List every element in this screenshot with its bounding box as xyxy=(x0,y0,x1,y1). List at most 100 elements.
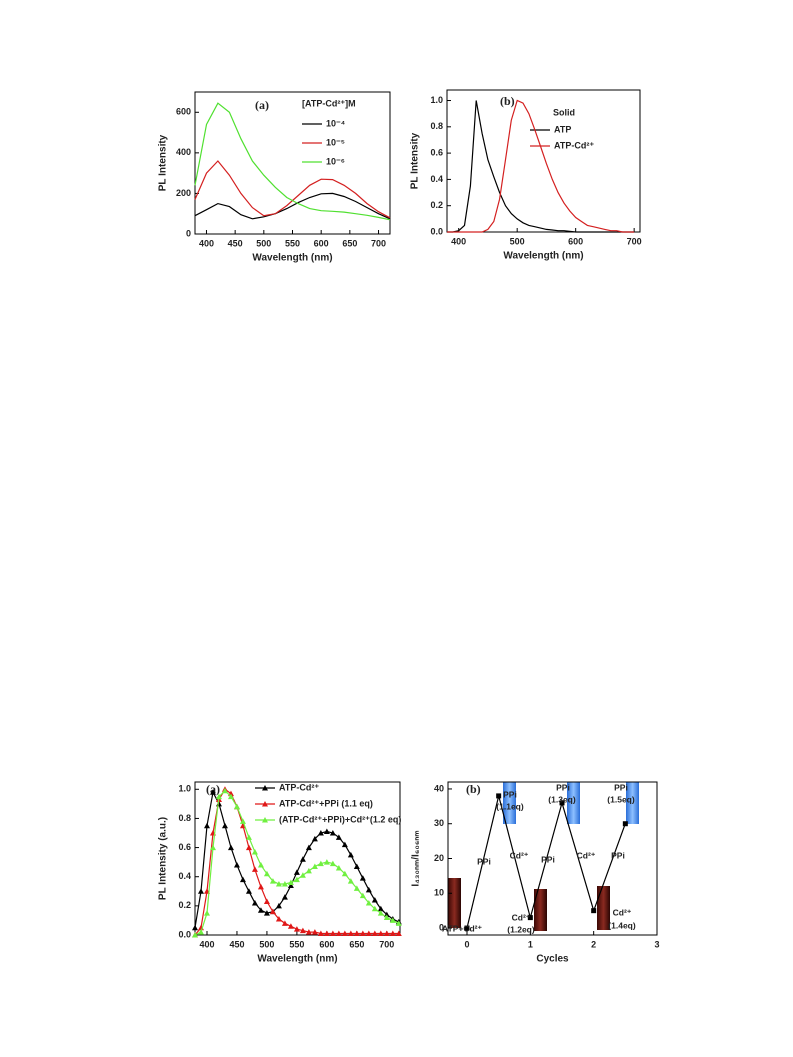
marker xyxy=(269,908,276,915)
y-tick-label: 200 xyxy=(176,188,191,198)
marker xyxy=(559,800,565,806)
y-tick-label: 20 xyxy=(434,853,444,863)
marker xyxy=(299,927,306,934)
y-axis-label: PL Intensity (a.u.) xyxy=(158,817,169,900)
y-axis-label: PL Intensity xyxy=(410,132,421,189)
marker xyxy=(305,844,312,851)
marker xyxy=(347,878,354,884)
marker xyxy=(263,910,270,916)
marker xyxy=(293,869,300,875)
y-tick-label: 0 xyxy=(186,228,191,238)
marker xyxy=(323,828,330,835)
marker xyxy=(371,905,378,912)
marker xyxy=(317,930,324,937)
marker xyxy=(311,863,318,870)
vial xyxy=(534,889,547,931)
x-tick-label: 450 xyxy=(229,939,244,949)
x-tick-label: 600 xyxy=(314,238,329,248)
marker xyxy=(365,899,372,906)
marker xyxy=(347,930,354,937)
marker xyxy=(263,898,270,904)
marker xyxy=(383,914,390,921)
vial xyxy=(626,782,639,824)
annotation: PPi xyxy=(614,782,628,792)
panel-label: (b) xyxy=(500,94,515,108)
marker xyxy=(377,905,384,912)
marker xyxy=(275,915,282,922)
marker xyxy=(311,835,318,842)
annotation: (1.3eq) xyxy=(548,794,576,804)
marker xyxy=(622,821,628,827)
annotation: PPi xyxy=(611,850,625,860)
series-line xyxy=(194,102,391,221)
marker xyxy=(192,932,198,938)
marker xyxy=(335,834,342,840)
marker xyxy=(209,844,216,851)
marker xyxy=(317,830,324,836)
legend-label: ATP-Cd²⁺ xyxy=(554,140,594,150)
x-tick-label: 1 xyxy=(528,939,533,949)
x-tick-label: 600 xyxy=(319,939,334,949)
legend-title: Solid xyxy=(553,107,575,117)
y-tick-label: 0.6 xyxy=(430,147,443,157)
marker xyxy=(197,929,204,935)
marker xyxy=(389,930,396,937)
legend-label: 10⁻⁶ xyxy=(326,156,345,166)
marker xyxy=(263,870,270,877)
vial xyxy=(448,878,461,928)
x-axis-label: Wavelength (nm) xyxy=(503,251,583,262)
vial xyxy=(597,886,610,930)
y-tick-label: 0.4 xyxy=(430,174,443,184)
marker xyxy=(299,856,306,862)
y-tick-label: 1.0 xyxy=(430,95,443,105)
marker xyxy=(395,920,402,926)
y-tick-label: 1.0 xyxy=(178,784,191,794)
series-line xyxy=(194,788,399,936)
series-line xyxy=(447,100,635,233)
x-tick-label: 2 xyxy=(591,939,596,949)
series-line xyxy=(194,790,400,928)
marker xyxy=(359,875,366,881)
marker xyxy=(233,862,240,868)
marker xyxy=(389,917,396,923)
marker xyxy=(221,822,228,829)
marker xyxy=(359,930,366,937)
marker xyxy=(287,923,294,929)
marker xyxy=(227,844,234,851)
marker xyxy=(257,862,264,868)
x-tick-label: 400 xyxy=(199,939,214,949)
x-tick-label: 0 xyxy=(464,939,469,949)
series-line xyxy=(466,795,626,929)
x-axis-label: Wavelength (nm) xyxy=(252,253,332,264)
legend-label: ATP-Cd²⁺ xyxy=(279,782,319,792)
plot-frame xyxy=(446,89,641,233)
legend-label: ATP-Cd²⁺+PPi (1.1 eq) xyxy=(279,798,373,808)
legend-label: ATP xyxy=(554,124,571,134)
marker xyxy=(464,925,470,931)
marker xyxy=(305,867,312,874)
x-axis-label: Cycles xyxy=(536,954,569,965)
annotation: (1.1eq) xyxy=(496,801,524,811)
marker xyxy=(353,863,360,870)
marker xyxy=(353,885,360,891)
marker xyxy=(496,793,502,799)
marker xyxy=(293,876,300,883)
x-tick-label: 550 xyxy=(285,238,300,248)
marker xyxy=(227,793,234,800)
marker xyxy=(233,803,240,810)
marker xyxy=(239,876,246,883)
marker xyxy=(323,859,330,865)
series-line xyxy=(194,789,400,936)
plot-frame xyxy=(194,781,401,936)
annotation: (1.2eq) xyxy=(507,924,535,934)
y-tick-label: 0.8 xyxy=(430,121,443,131)
marker xyxy=(197,888,204,894)
y-tick-label: 0.0 xyxy=(178,929,191,939)
marker xyxy=(323,930,330,937)
y-tick-label: 0.0 xyxy=(430,226,443,236)
marker xyxy=(245,844,252,851)
x-tick-label: 600 xyxy=(568,236,583,246)
marker xyxy=(329,860,336,867)
annotation: ATP+Cd²⁺ xyxy=(442,923,482,933)
